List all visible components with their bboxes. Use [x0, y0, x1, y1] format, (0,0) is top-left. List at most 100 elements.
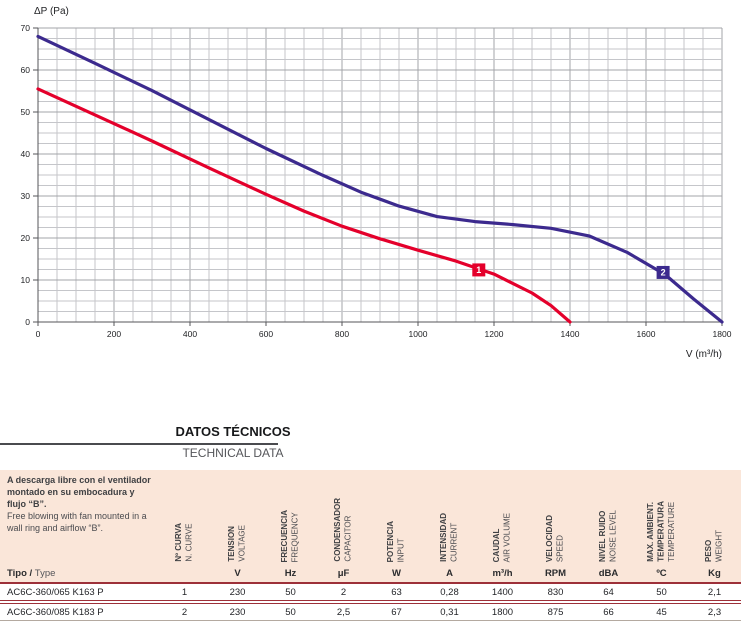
header-line-es: INTENSIDAD [439, 513, 449, 562]
x-tick-label: 0 [36, 329, 41, 339]
value-cell: 830 [547, 586, 564, 598]
header-line-es: POTENCIA [386, 520, 396, 562]
value-cell: 875 [547, 606, 564, 618]
column-header-2: TENSION VOLTAGE [211, 470, 264, 565]
x-tick-label: 1200 [485, 329, 504, 339]
value-cell: 67 [391, 606, 402, 618]
curve-marker-label-2: 2 [661, 268, 666, 278]
value-cell: 230 [229, 586, 246, 598]
pressure-airflow-curves-svg: 0 200 400 600 800 1000 1200 1400 1600 1800 0 10 20 30… [21, 6, 732, 360]
value-cell: 2 [340, 586, 347, 598]
type-column-label: Tipo / Type [0, 568, 158, 579]
x-tick-label: 600 [259, 329, 273, 339]
value-cell: 1800 [491, 606, 514, 618]
value-cell: 66 [603, 606, 614, 618]
curve-marker-2 [656, 265, 670, 279]
unit-cell-7: m³/h [492, 568, 513, 579]
x-tick-label: 200 [107, 329, 121, 339]
unit-cell-4: μF [337, 568, 350, 579]
y-tick-label: 40 [21, 149, 31, 159]
curve-marker-1 [472, 263, 486, 277]
header-line-en: INPUT [396, 538, 406, 562]
unit-cell-5: W [392, 568, 401, 579]
header-line-en: WEIGHT [714, 530, 724, 562]
table-header-band: A descarga libre con el ventilador monta… [0, 470, 741, 584]
column-header-text: MAX. AMBIENT. TEMPERATURA TEMPERATURE [646, 501, 677, 562]
value-cell: 2,1 [707, 586, 722, 598]
value-cell: 230 [229, 606, 246, 618]
column-header-text: TENSION VOLTAGE [227, 525, 248, 562]
column-header-text: NIVEL RUIDO NOISE LEVEL [598, 510, 619, 562]
y-axis-title: ΔP (Pa) [34, 6, 69, 17]
unit-cell-8: RPM [544, 568, 567, 579]
y-tick-label: 60 [21, 65, 31, 75]
column-header-text: CONDENSADOR CAPACITOR [333, 498, 354, 562]
value-cell: 1400 [491, 586, 514, 598]
curve-2 [36, 34, 724, 324]
header-line-en: FREQUENCY [290, 511, 300, 562]
header-line-es: NIVEL RUIDO [598, 510, 608, 562]
value-cell: 64 [603, 586, 614, 598]
column-header-5: POTENCIA INPUT [370, 470, 423, 565]
unit-cell-9: dBA [598, 568, 619, 579]
unit-cell-2: V [234, 568, 241, 579]
column-header-text: CAUDAL AIR VOLUME [492, 513, 513, 562]
column-header-text: FRECUENCIA FREQUENCY [280, 510, 301, 562]
value-cell: 2,3 [707, 606, 722, 618]
y-tick-label: 20 [21, 233, 31, 243]
column-header-8: VELOCIDAD SPEED [529, 470, 582, 565]
value-cell: 50 [656, 586, 667, 598]
y-tick-label: 10 [21, 275, 31, 285]
column-header-7: CAUDAL AIR VOLUME [476, 470, 529, 565]
header-line-es: TENSION [227, 526, 237, 562]
measurement-note: A descarga libre con el ventilador monta… [0, 470, 158, 565]
header-line-en: CAPACITOR [343, 516, 353, 562]
y-tick-label: 50 [21, 107, 31, 117]
header-line-es: Nº CURVA [174, 523, 184, 562]
header-line-es: VELOCIDAD [545, 514, 555, 562]
column-header-3: FRECUENCIA FREQUENCY [264, 470, 317, 565]
x-tick-label: 400 [183, 329, 197, 339]
header-line-en: NOISE LEVEL [608, 509, 618, 562]
column-header-1: Nº CURVA N. CURVE [158, 470, 211, 565]
value-cell: 50 [285, 606, 296, 618]
column-header-11: PESO WEIGHT [688, 470, 741, 565]
column-header-10: MAX. AMBIENT. TEMPERATURA TEMPERATURE [635, 470, 688, 565]
column-header-text: PESO WEIGHT [704, 530, 725, 562]
header-line-es: MAX. AMBIENT. [645, 502, 655, 562]
unit-cell-6: A [446, 568, 453, 579]
section-title-rule [0, 443, 278, 445]
header-line-en: VOLTAGE [237, 525, 247, 562]
x-tick-label: 1000 [409, 329, 428, 339]
x-tick-label: 800 [335, 329, 349, 339]
value-cell: 2,5 [336, 606, 351, 618]
section-header: DATOS TÉCNICOS TECHNICAL DATA [0, 424, 466, 468]
header-line-es: PESO [704, 539, 714, 562]
x-tick-label: 1400 [561, 329, 580, 339]
value-cell: 45 [656, 606, 667, 618]
section-title: DATOS TÉCNICOS [175, 424, 291, 439]
unit-cell-11: Kg [708, 568, 721, 579]
curve-marker-label-1: 1 [476, 265, 481, 275]
measurement-note-es: A descarga libre con el ventilador monta… [7, 475, 151, 509]
type-label-es: Tipo / [7, 568, 33, 579]
y-tick-label: 70 [21, 23, 31, 33]
column-header-text: INTENSIDAD CURRENT [439, 513, 460, 562]
header-line-es: CAUDAL [492, 528, 502, 562]
value-cell: 0,28 [440, 586, 459, 598]
column-header-9: NIVEL RUIDO NOISE LEVEL [582, 470, 635, 565]
y-tick-label: 0 [25, 317, 30, 327]
header-line-en: SPEED [555, 534, 565, 562]
header-line-en: TEMPERATURE [666, 502, 676, 562]
technical-data-table: A descarga libre con el ventilador monta… [0, 470, 741, 621]
model-name: AC6C-360/085 K183 P [7, 606, 104, 618]
value-cell: 63 [391, 586, 402, 598]
unit-cell-10: ºC [656, 568, 667, 579]
header-line-en: CURRENT [449, 522, 459, 562]
measurement-note-en: Free blowing with fan mounted in a wall … [7, 510, 147, 533]
section-subtitle: TECHNICAL DATA [182, 446, 284, 460]
x-tick-label: 1600 [637, 329, 656, 339]
value-cell: 50 [285, 586, 296, 598]
y-tick-label: 30 [21, 191, 31, 201]
